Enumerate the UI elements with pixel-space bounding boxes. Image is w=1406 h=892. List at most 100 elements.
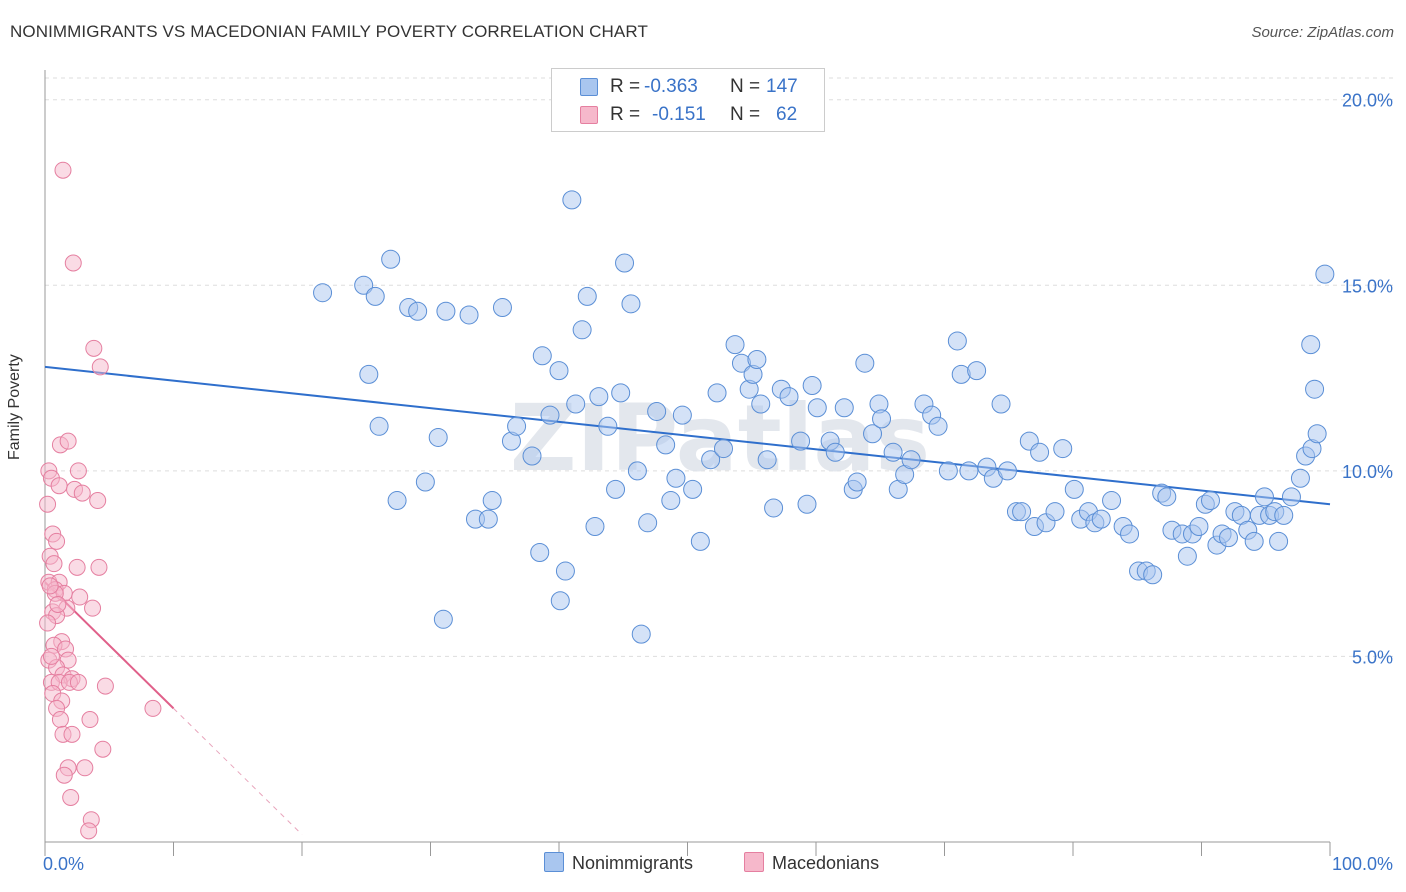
data-point: [967, 361, 987, 381]
data-point: [901, 450, 921, 470]
data-point: [611, 383, 631, 403]
data-point: [562, 190, 582, 210]
data-point: [1269, 531, 1289, 551]
data-point: [751, 394, 771, 414]
data-point: [530, 543, 550, 562]
trend-line-nonimmigrants: [44, 365, 1331, 506]
r-value: -0.151: [652, 104, 706, 125]
data-point: [51, 711, 69, 729]
data-point: [555, 561, 575, 581]
data-point: [1064, 479, 1084, 499]
data-point: [313, 283, 333, 303]
data-point: [807, 398, 827, 418]
data-point: [91, 358, 109, 376]
data-point: [1157, 487, 1177, 507]
legend-item-macedonians[interactable]: Macedonians: [744, 852, 879, 874]
data-point: [855, 353, 875, 373]
data-point: [41, 577, 59, 595]
stats-swatch-nonimmigrants: [580, 78, 598, 96]
data-point: [647, 401, 667, 421]
trend-extension-macedonians: [173, 708, 303, 835]
data-point: [1045, 502, 1065, 522]
data-point: [428, 427, 448, 447]
data-point: [71, 588, 89, 606]
data-point: [802, 375, 822, 395]
data-point: [94, 740, 112, 758]
data-point: [84, 599, 102, 617]
data-point: [572, 320, 592, 340]
data-point: [540, 405, 560, 425]
data-point: [1301, 335, 1321, 355]
data-point: [1012, 502, 1032, 522]
y-tick-label: 20.0%: [1342, 91, 1393, 111]
data-point: [1200, 491, 1220, 511]
data-point: [661, 491, 681, 511]
data-point: [863, 424, 883, 444]
data-point: [369, 416, 389, 436]
data-point: [713, 439, 733, 459]
data-point: [73, 484, 91, 502]
data-point: [1030, 442, 1050, 462]
data-point: [69, 462, 87, 480]
data-point: [63, 725, 81, 743]
legend-item-nonimmigrants[interactable]: Nonimmigrants: [544, 852, 693, 874]
data-point: [672, 405, 692, 425]
x-tick-label: 100.0%: [1332, 854, 1393, 874]
data-point: [96, 677, 114, 695]
data-point: [764, 498, 784, 518]
data-point: [144, 699, 162, 717]
stats-row-macedonians: R = -0.151 N = 62: [552, 101, 824, 129]
data-point: [408, 301, 428, 321]
data-point: [1120, 524, 1140, 544]
r-label: R =: [610, 76, 641, 97]
r-label: R =: [610, 104, 641, 125]
data-point: [825, 442, 845, 462]
data-point: [1290, 468, 1310, 488]
data-point: [615, 253, 635, 273]
data-point: [1307, 424, 1327, 444]
data-point: [81, 711, 99, 729]
data-point: [666, 468, 686, 488]
data-point: [68, 558, 86, 576]
data-point: [701, 450, 721, 470]
data-point: [707, 383, 727, 403]
data-point: [492, 298, 512, 318]
data-point: [779, 387, 799, 407]
data-point: [566, 394, 586, 414]
data-point: [959, 461, 979, 481]
n-value: 62: [776, 104, 798, 125]
data-point: [1274, 505, 1294, 525]
stats-box: R = -0.363 N = 147 R = -0.151 N = 62: [551, 68, 825, 132]
data-point: [55, 766, 73, 784]
data-point: [549, 361, 569, 381]
data-point: [85, 339, 103, 357]
data-point: [1053, 439, 1073, 459]
series-macedonians: [39, 161, 162, 840]
data-point: [365, 286, 385, 306]
data-point: [1102, 491, 1122, 511]
data-point: [585, 517, 605, 537]
data-point: [48, 532, 66, 550]
data-point: [550, 591, 570, 611]
data-point: [631, 624, 651, 644]
data-point: [1305, 379, 1325, 399]
data-point: [1177, 546, 1197, 566]
data-point: [947, 331, 967, 351]
data-point: [69, 673, 87, 691]
data-point: [872, 409, 892, 429]
data-point: [1218, 528, 1238, 548]
data-point: [80, 822, 98, 840]
data-point: [507, 416, 527, 436]
data-point: [381, 249, 401, 269]
data-point: [89, 492, 107, 510]
data-point: [725, 335, 745, 355]
data-point: [76, 759, 94, 777]
legend-label-nonimmigrants: Nonimmigrants: [572, 853, 694, 873]
source-credit: Source: ZipAtlas.com: [1251, 24, 1394, 41]
data-point: [598, 416, 618, 436]
data-point: [354, 275, 374, 295]
data-point: [1091, 509, 1111, 529]
data-point: [359, 364, 379, 384]
data-point: [54, 161, 72, 179]
